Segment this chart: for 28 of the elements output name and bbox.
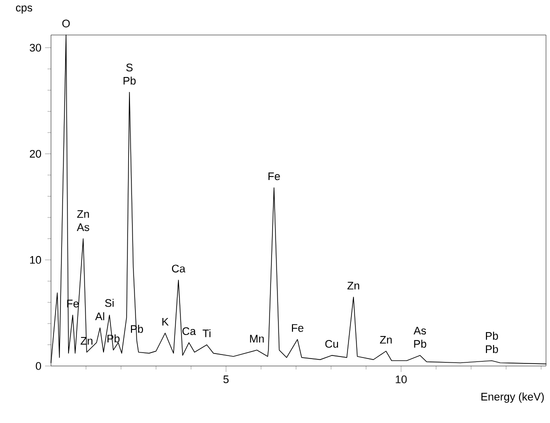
annotation: Si bbox=[105, 298, 114, 307]
annotation: S bbox=[126, 64, 133, 72]
annotation: Pb bbox=[124, 76, 136, 85]
x-tick-label: 5 bbox=[223, 376, 229, 384]
annotation: Pb bbox=[486, 332, 498, 340]
y-tick-label: 0 bbox=[36, 362, 42, 370]
x-axis-title: Energy (keV) bbox=[481, 392, 544, 403]
annotation: K bbox=[162, 318, 169, 326]
annotation: Pb bbox=[414, 340, 426, 348]
annotation: Ca bbox=[172, 264, 186, 272]
annotation: Zn bbox=[380, 336, 392, 344]
annotation: Zn bbox=[347, 282, 360, 290]
annotation: Al bbox=[95, 312, 104, 320]
y-tick-label: 30 bbox=[30, 44, 42, 52]
y-axis-title: cps bbox=[16, 6, 32, 14]
annotation: Cu bbox=[325, 340, 338, 348]
y-tick-label: 10 bbox=[30, 256, 42, 264]
annotation: O bbox=[62, 20, 70, 28]
annotation: Fe bbox=[268, 172, 280, 180]
annotation: Fe bbox=[292, 324, 304, 332]
annotation: Zn bbox=[77, 210, 89, 218]
annotation: Ca bbox=[182, 327, 196, 336]
annotation: Ti bbox=[202, 329, 210, 338]
y-tick-label: 20 bbox=[30, 150, 42, 158]
annotation: Pb bbox=[486, 345, 498, 354]
annotation: Mn bbox=[250, 334, 264, 342]
annotation: As bbox=[414, 326, 426, 335]
annotation: As bbox=[76, 223, 90, 232]
